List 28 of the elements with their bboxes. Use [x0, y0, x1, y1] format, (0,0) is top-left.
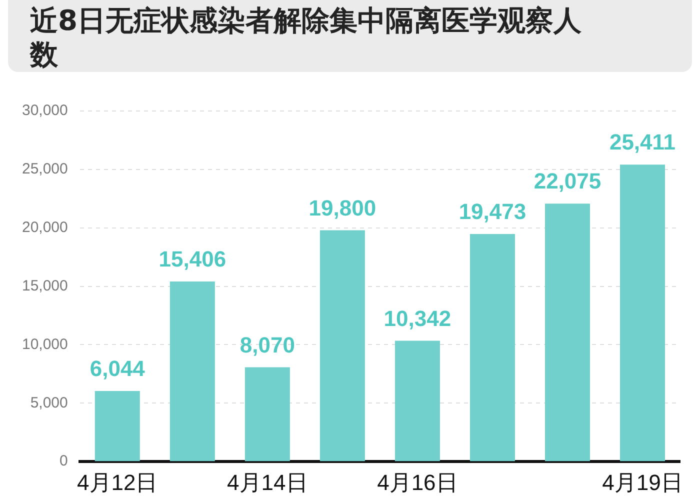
x-tick-label: 4月12日: [77, 470, 158, 495]
bar: [170, 282, 215, 462]
bar: [544, 204, 590, 462]
data-label: 15,406: [158, 246, 226, 272]
bar: [620, 164, 665, 462]
x-tick-label: 4月14日: [227, 470, 308, 495]
bar: [394, 340, 440, 462]
chart-title: 近8日无症状感染者解除集中隔离医学观察人数: [30, 4, 582, 72]
bar: [470, 234, 515, 462]
y-tick-label: 25,000: [22, 160, 68, 178]
bar: [320, 230, 365, 462]
data-label: 19,800: [308, 195, 376, 220]
data-label: 25,411: [609, 130, 676, 155]
y-tick-label: 10,000: [22, 336, 68, 353]
x-tick-label: 4月19日: [602, 470, 683, 495]
data-label: 19,473: [458, 199, 526, 224]
data-label: 10,342: [384, 306, 452, 331]
bar: [244, 367, 290, 462]
data-label: 8,070: [240, 332, 295, 358]
y-tick-label: 0: [60, 452, 68, 470]
y-tick-label: 15,000: [22, 277, 68, 294]
x-tick-label: 4月16日: [377, 470, 458, 495]
y-tick-label: 5,000: [30, 394, 68, 412]
data-label: 6,044: [90, 356, 146, 382]
data-label: 22,075: [534, 168, 602, 194]
y-tick-label: 30,000: [22, 102, 68, 120]
bar: [94, 390, 140, 462]
y-tick-label: 20,000: [22, 219, 68, 236]
